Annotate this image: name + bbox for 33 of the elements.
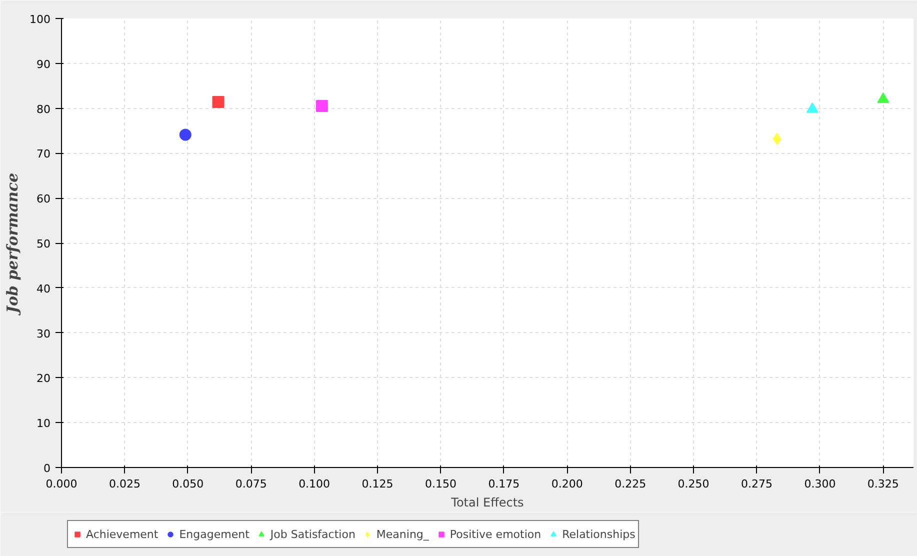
y-tick-label: 0 — [44, 462, 50, 475]
x-tick-label: 0.300 — [804, 478, 836, 490]
y-tick-label: 90 — [36, 58, 51, 71]
y-tick-label: 10 — [36, 417, 51, 430]
y-axis-title: Job performance — [4, 172, 22, 316]
x-tick-label: 0.025 — [108, 478, 140, 490]
y-tick-label: 30 — [36, 327, 51, 340]
x-tick-label: 0.200 — [551, 478, 583, 490]
legend-label: Engagement — [179, 528, 250, 540]
legend-label: Positive emotion — [450, 528, 542, 540]
x-tick-label: 0.075 — [235, 478, 267, 490]
x-tick-label: 0.175 — [488, 478, 520, 490]
y-tick-label: 50 — [36, 238, 51, 250]
y-tick-label: 20 — [36, 372, 51, 386]
y-tick-label: 80 — [36, 102, 51, 116]
legend-label: Job Satisfaction — [270, 528, 356, 540]
x-tick-label: 0.225 — [614, 478, 646, 490]
y-tick-label: 60 — [36, 192, 51, 206]
x-tick-label: 0.275 — [741, 478, 773, 490]
x-axis-title: Total Effects — [450, 496, 524, 510]
legend-label: Relationships — [562, 528, 636, 540]
x-tick-label: 0.000 — [46, 478, 78, 490]
legend-label: Meaning_ — [376, 528, 429, 540]
x-tick-label: 0.125 — [362, 478, 394, 490]
y-tick-label: 40 — [36, 282, 51, 296]
y-tick-label: 70 — [36, 148, 51, 161]
y-tick-label: 100 — [30, 13, 51, 26]
x-tick-label: 0.050 — [172, 478, 204, 490]
x-tick-label: 0.100 — [298, 478, 330, 490]
x-tick-label: 0.250 — [678, 478, 710, 490]
x-tick-label: 0.325 — [867, 478, 899, 490]
legend-label: Achievement — [86, 528, 158, 540]
x-tick-label: 0.150 — [424, 478, 456, 490]
